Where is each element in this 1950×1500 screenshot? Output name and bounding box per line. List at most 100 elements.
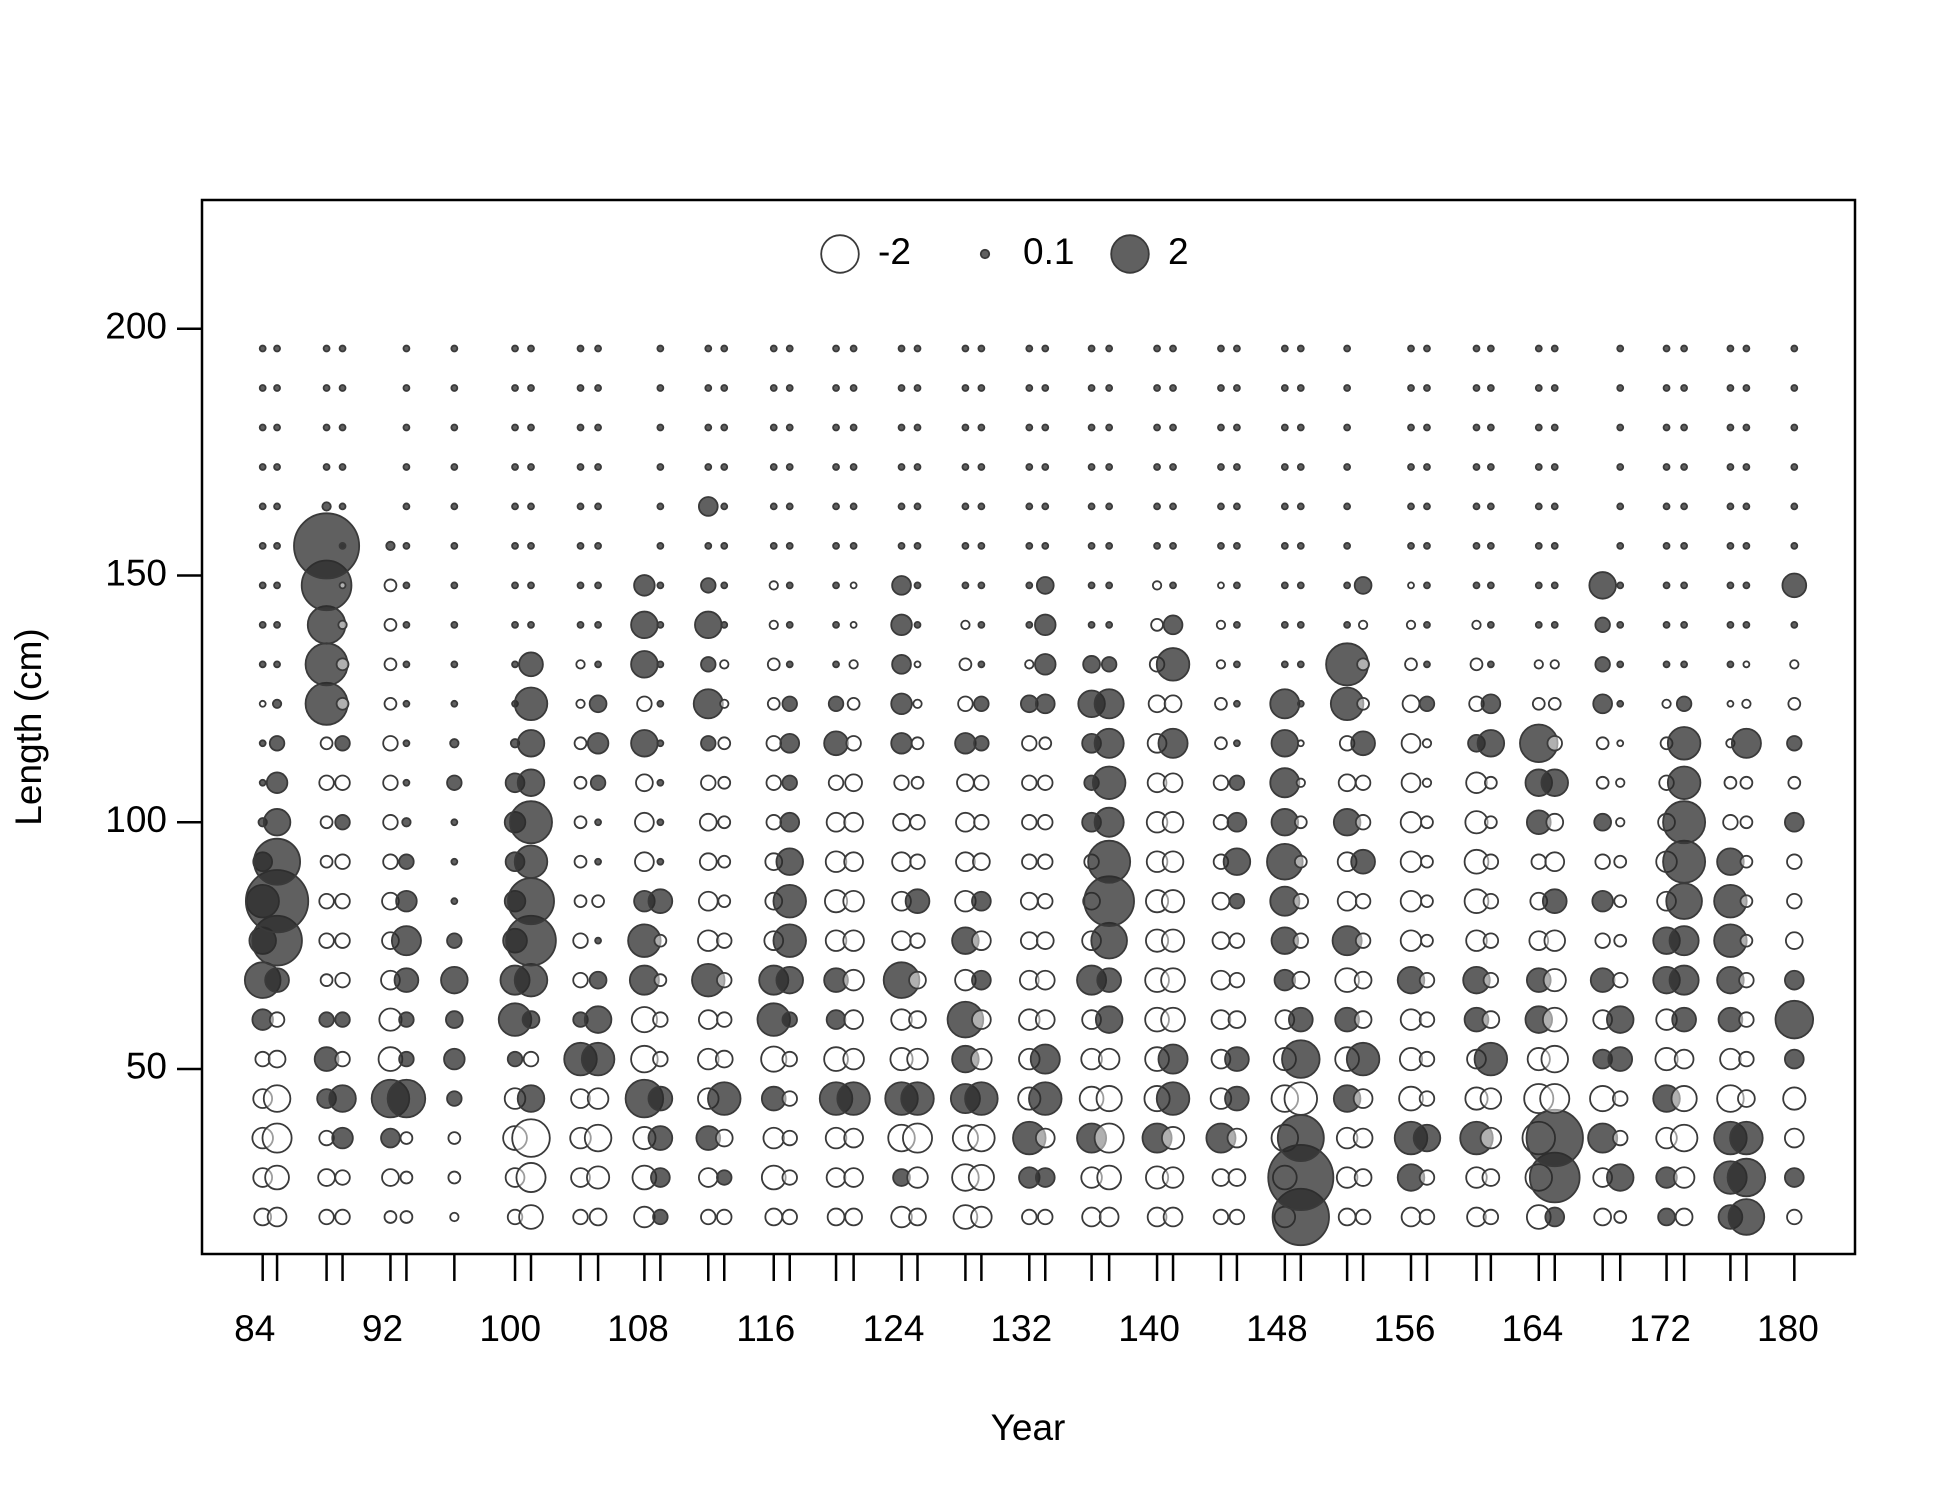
residual-bubble [527, 542, 535, 550]
residual-bubble [700, 1208, 717, 1226]
residual-bubble [1531, 696, 1546, 711]
residual-bubble [1354, 814, 1372, 831]
residual-bubble [402, 778, 411, 787]
residual-bubble [1021, 735, 1038, 752]
residual-bubble [1680, 344, 1688, 353]
residual-bubble [781, 1208, 798, 1226]
residual-bubble [832, 344, 840, 353]
residual-bubble [1534, 581, 1543, 590]
residual-bubble [1616, 620, 1625, 629]
residual-bubble [653, 933, 668, 948]
residual-bubble [1530, 853, 1547, 870]
residual-bubble [768, 580, 779, 591]
residual-bubble [322, 384, 331, 392]
residual-bubble [1726, 581, 1735, 590]
residual-bubble [692, 688, 724, 720]
residual-bubble [913, 502, 922, 511]
residual-bubble [973, 774, 990, 791]
residual-bubble [572, 971, 589, 989]
residual-bubble [1081, 1206, 1102, 1228]
y-axis-title: Length (cm) [8, 628, 49, 825]
residual-bubble [1790, 423, 1799, 432]
residual-bubble [1096, 967, 1122, 993]
residual-bubble [1293, 815, 1308, 830]
residual-bubble [1211, 931, 1231, 950]
residual-bubble [971, 890, 992, 912]
residual-bubble [961, 581, 970, 590]
residual-bubble [1789, 659, 1800, 670]
residual-bubble [258, 463, 267, 471]
residual-bubble [1155, 1081, 1191, 1116]
residual-bubble [1420, 815, 1434, 830]
residual-bubble [716, 1011, 733, 1028]
residual-bubble [1222, 847, 1252, 876]
residual-bubble [1662, 344, 1671, 353]
residual-bubble [589, 774, 607, 791]
residual-bubble [1105, 581, 1114, 590]
residual-bubble [1228, 774, 1246, 791]
residual-bubble [1280, 463, 1289, 471]
residual-bubble [1662, 423, 1671, 432]
residual-bubble [1540, 1044, 1569, 1074]
residual-bubble [1534, 423, 1543, 432]
residual-bubble [1280, 542, 1289, 550]
residual-bubble [319, 815, 334, 830]
residual-bubble [1105, 463, 1114, 471]
residual-bubble [1544, 1206, 1566, 1228]
residual-bubble [1418, 1169, 1436, 1186]
residual-bubble [656, 739, 665, 748]
residual-bubble [972, 852, 991, 872]
residual-bubble [1217, 423, 1225, 432]
residual-bubble [716, 1169, 733, 1186]
residual-bubble [1481, 1168, 1501, 1187]
x-tick-label: 148 [1246, 1308, 1308, 1349]
residual-bubble [446, 774, 463, 791]
residual-bubble [1094, 1005, 1124, 1034]
residual-bubble [338, 502, 347, 511]
residual-bubble [1742, 660, 1751, 669]
residual-bubble [961, 463, 970, 471]
residual-bubble [1025, 502, 1034, 511]
residual-bubble [1550, 620, 1559, 629]
legend-label: 2 [1168, 231, 1189, 272]
residual-bubble [717, 775, 732, 790]
residual-bubble [402, 502, 411, 511]
residual-bubble [1093, 806, 1125, 838]
residual-bubble [334, 1050, 351, 1068]
residual-bubble [1093, 1122, 1125, 1154]
residual-bubble [1354, 774, 1372, 791]
residual-bubble [262, 808, 292, 837]
residual-bubble [1162, 772, 1184, 794]
residual-bubble [913, 542, 922, 550]
residual-bubble [576, 344, 585, 353]
residual-bubble [897, 502, 906, 511]
residual-bubble [1233, 384, 1241, 392]
residual-bubble [1612, 971, 1629, 989]
residual-bubble [399, 1131, 414, 1145]
residual-bubble [897, 542, 906, 550]
residual-bubble [1025, 542, 1034, 550]
residual-bubble [1280, 502, 1289, 511]
residual-bubble [909, 853, 926, 870]
residual-bubble [913, 463, 922, 471]
residual-bubble [1041, 502, 1050, 511]
residual-bubble [630, 650, 659, 679]
residual-bubble [318, 932, 335, 949]
residual-bubble [580, 1041, 616, 1077]
residual-bubble [1594, 616, 1611, 634]
residual-bubble [1224, 1085, 1250, 1112]
residual-bubble [1615, 817, 1626, 828]
residual-bubble [1400, 732, 1422, 754]
residual-bubble [1356, 696, 1370, 711]
residual-bubble [1616, 699, 1625, 708]
residual-bubble [1482, 853, 1500, 870]
residual-bubble [977, 423, 986, 432]
residual-bubble [781, 1090, 798, 1107]
residual-bubble [398, 1050, 415, 1068]
residual-bubble [1662, 620, 1671, 629]
residual-bubble [913, 423, 922, 432]
residual-bubble [1657, 1207, 1676, 1227]
residual-bubble [511, 502, 519, 511]
residual-bubble [319, 973, 334, 987]
